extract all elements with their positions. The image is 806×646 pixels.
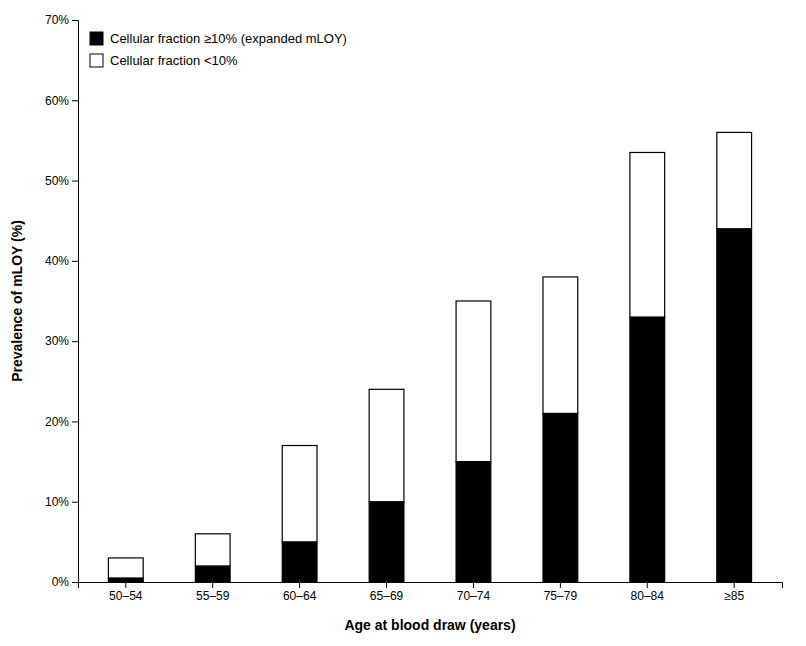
y-tick: 20% <box>45 415 78 429</box>
plot: 50–54 55–59 60–64 65–69 70–74 75–79 80–84 ≥85 0%… <box>9 13 783 633</box>
bar <box>282 446 317 542</box>
y-tick: 10% <box>45 495 78 509</box>
y-tick: 50% <box>45 174 78 188</box>
bar <box>282 542 317 582</box>
x-tick: 65–69 <box>370 582 404 603</box>
y-tick-label: 60% <box>45 94 69 108</box>
x-tick: 75–79 <box>544 582 578 603</box>
y-tick-mark <box>72 181 78 182</box>
legend-swatch <box>90 32 103 45</box>
y-tick-label: 40% <box>45 254 69 268</box>
y-tick-mark <box>72 421 78 422</box>
bar <box>195 566 230 582</box>
bars <box>108 132 751 582</box>
x-tick-mark <box>386 582 387 588</box>
y-tick-mark <box>72 20 78 21</box>
bar <box>717 229 752 582</box>
y-tick-mark <box>72 261 78 262</box>
y-tick: 0% <box>52 575 78 589</box>
x-tick-mark <box>473 582 474 588</box>
bar <box>108 558 143 578</box>
bar <box>456 301 491 462</box>
x-tick-label: 80–84 <box>631 589 665 603</box>
x-tick-mark <box>125 582 126 588</box>
bar <box>630 317 665 582</box>
y-tick: 30% <box>45 334 78 348</box>
x-tick-mark <box>212 582 213 588</box>
x-axis-title: Age at blood draw (years) <box>344 617 515 633</box>
y-tick-mark <box>72 100 78 101</box>
bar <box>630 152 665 317</box>
y-tick-label: 0% <box>52 575 70 589</box>
x-axis: 50–54 55–59 60–64 65–69 70–74 75–79 80–84 ≥85 <box>79 582 783 603</box>
bar <box>369 502 404 582</box>
x-tick-label: 70–74 <box>457 589 491 603</box>
bar-series <box>108 132 751 578</box>
legend-item: Cellular fraction ≥10% (expanded mLOY) <box>90 31 347 46</box>
y-tick-label: 20% <box>45 415 69 429</box>
x-tick-label: 60–64 <box>283 589 317 603</box>
y-tick: 40% <box>45 254 78 268</box>
y-axis-title: Prevalence of mLOY (%) <box>9 220 25 382</box>
y-axis: 0% 10% 20% 30% 40% 50% 60% 70% <box>45 13 79 589</box>
x-tick-label: 65–69 <box>370 589 404 603</box>
legend: Cellular fraction ≥10% (expanded mLOY) Ce… <box>90 31 347 68</box>
x-tick-label: 55–59 <box>196 589 230 603</box>
axis-line <box>79 583 783 589</box>
x-tick-mark <box>647 582 648 588</box>
bar <box>369 389 404 501</box>
y-tick: 70% <box>45 13 78 27</box>
y-tick-label: 10% <box>45 495 69 509</box>
x-tick: 50–54 <box>109 582 143 603</box>
x-tick: 60–64 <box>283 582 317 603</box>
bar <box>543 277 578 413</box>
bar <box>108 578 143 582</box>
x-tick: 70–74 <box>457 582 491 603</box>
y-tick-mark <box>72 502 78 503</box>
x-tick-label: 50–54 <box>109 589 143 603</box>
legend-item: Cellular fraction <10% <box>90 53 238 68</box>
x-tick: 55–59 <box>196 582 230 603</box>
x-tick-mark <box>734 582 735 588</box>
y-tick-label: 70% <box>45 13 69 27</box>
y-tick-mark <box>72 341 78 342</box>
y-tick-mark <box>72 582 78 583</box>
bar <box>543 413 578 582</box>
bar <box>717 132 752 228</box>
x-tick-label: 75–79 <box>544 589 578 603</box>
axis-line <box>72 21 79 583</box>
chart: 50–54 55–59 60–64 65–69 70–74 75–79 80–84 ≥85 0%… <box>0 0 806 646</box>
x-tick-label: ≥85 <box>724 589 744 603</box>
y-tick: 60% <box>45 94 78 108</box>
y-tick-label: 50% <box>45 174 69 188</box>
bar <box>195 534 230 566</box>
legend-label: Cellular fraction <10% <box>110 53 238 68</box>
x-tick: ≥85 <box>724 582 744 603</box>
x-tick-mark <box>560 582 561 588</box>
legend-label: Cellular fraction ≥10% (expanded mLOY) <box>110 31 347 46</box>
y-tick-label: 30% <box>45 334 69 348</box>
bar <box>456 462 491 582</box>
legend-swatch <box>90 54 103 67</box>
x-tick-mark <box>299 582 300 588</box>
x-tick: 80–84 <box>631 582 665 603</box>
